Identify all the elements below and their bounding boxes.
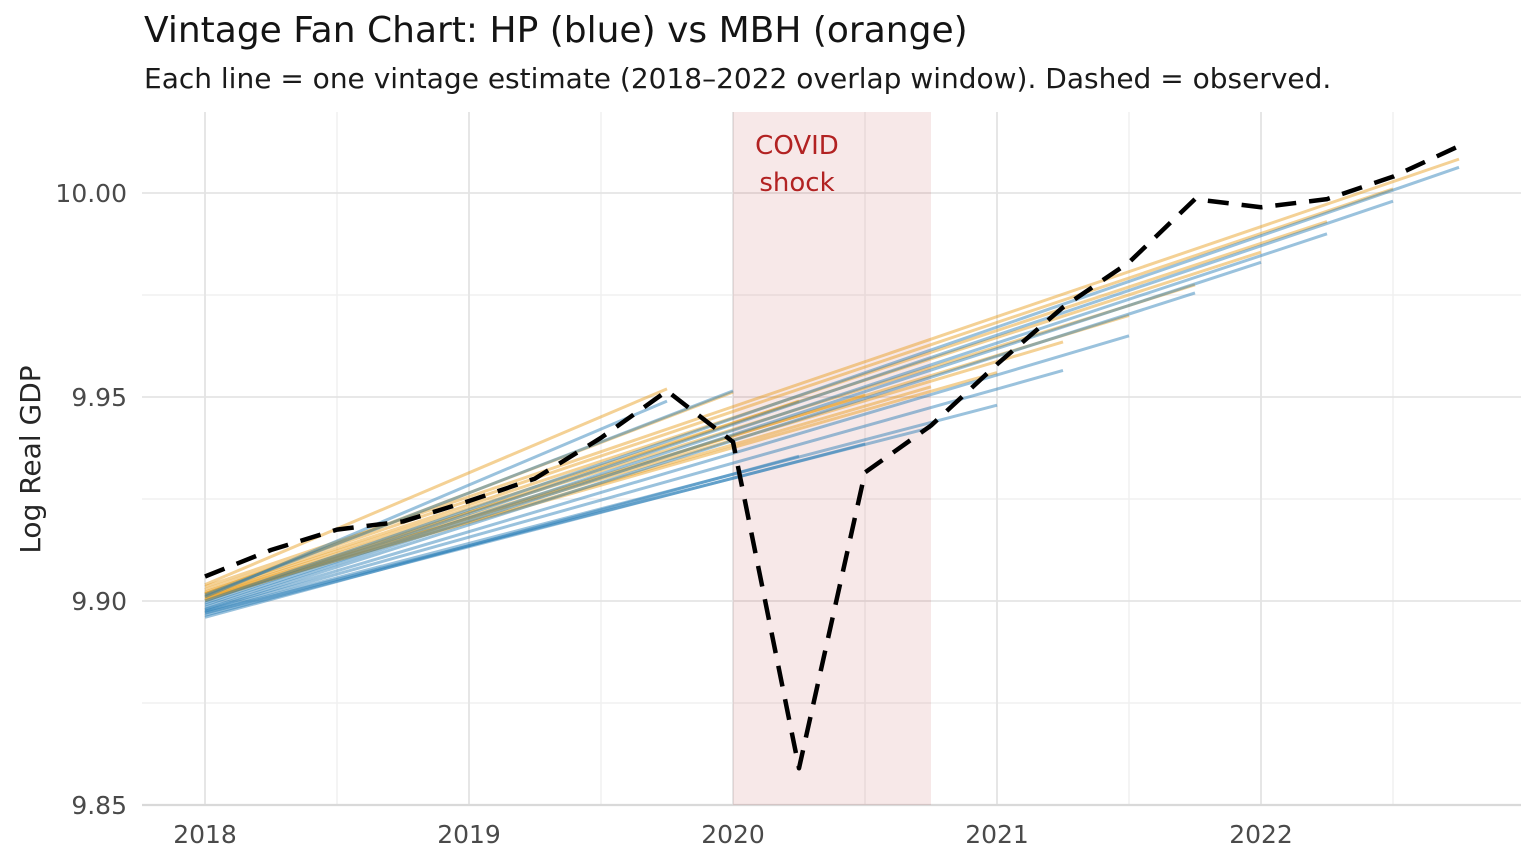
vintage-line-hp-2020.5 [204,442,866,617]
vintage-line-hp-2022.75 [204,165,1460,603]
x-tick-label: 2018 [173,820,237,849]
vintage-line-mbh-2021.25 [204,340,1064,599]
x-tick-label: 2022 [1229,820,1293,849]
y-tick-label: 9.85 [71,791,127,820]
vintage-line-mbh-2021.5 [204,313,1130,598]
vintage-line-hp-2021.75 [204,291,1196,611]
chart-title: Vintage Fan Chart: HP (blue) vs MBH (ora… [144,10,968,51]
y-tick-label: 10.00 [55,179,127,208]
vintage-line-mbh-2021 [204,371,998,600]
y-tick-label: 9.95 [71,383,127,412]
y-axis-title: Log Real GDP [14,365,47,554]
vintage-line-hp-2021.25 [204,369,1064,613]
vintage-line-hp-2022.5 [204,199,1394,605]
vintage-line-mbh-2022 [204,250,1262,596]
covid-shock-annotation-line1: COVID [755,131,839,161]
chart-subtitle: Each line = one vintage estimate (2018–2… [144,62,1332,95]
vintage-line-hp-2020 [204,389,734,597]
vintage-line-hp-2021.5 [204,334,1130,612]
vintage-line-hp-2021 [204,403,998,614]
vintage-line-hp-2019.75 [204,399,668,599]
x-tick-label: 2019 [437,820,501,849]
covid-shock-annotation-line2: shock [759,168,835,198]
vintage-line-mbh-2020.5 [204,393,866,602]
covid-shock-annotation: COVID shock [722,128,872,202]
vintage-line-hp-2020.75 [204,426,932,615]
vintage-line-mbh-2020.75 [204,385,932,601]
vintage-line-mbh-2020 [204,390,734,596]
y-tick-label: 9.90 [71,587,127,616]
x-tick-label: 2020 [701,820,765,849]
x-tick-label: 2021 [965,820,1029,849]
covid-shock-band [733,112,931,805]
vintage-line-mbh-2022.75 [204,157,1460,589]
vintage-line-hp-2022.25 [204,232,1328,607]
vintage-line-mbh-2019.75 [204,387,668,587]
vintage-line-mbh-2020.25 [204,399,800,603]
observed-line [204,144,1460,771]
vintage-line-mbh-2022.25 [204,220,1328,594]
vintage-line-hp-2022 [204,260,1262,609]
vintage-line-hp-2020.25 [204,454,800,619]
